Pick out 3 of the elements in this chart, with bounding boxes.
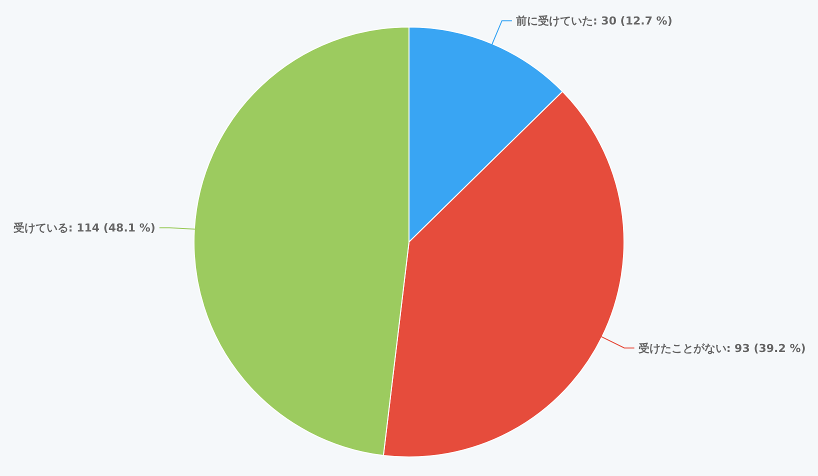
slice-label: 受けている: 114 (48.1 %) xyxy=(12,222,156,235)
slice-label: 前に受けていた: 30 (12.7 %) xyxy=(514,14,672,28)
slice-label: 受けたことがない: 93 (39.2 %) xyxy=(637,342,806,355)
